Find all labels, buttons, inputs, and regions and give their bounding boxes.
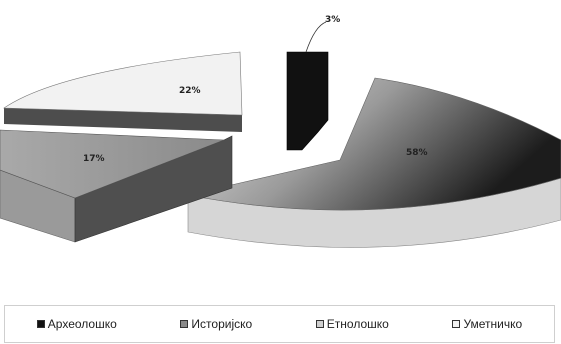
legend-label-arheolosko: Археолошко	[47, 317, 117, 331]
pie-slice-istorijsko-top	[0, 129, 225, 199]
pie-slice-umetnicko	[3, 51, 243, 132]
pie-slice-umetnicko-side	[4, 108, 242, 132]
pie-slice-istorijsko	[0, 129, 233, 243]
pie-slice-arheolosko	[286, 51, 329, 151]
pie-slice-umetnicko-top	[3, 51, 243, 116]
legend-label-umetnicko: Уметничко	[463, 317, 523, 331]
legend-label-etnolosko: Етнолошко	[326, 317, 389, 331]
legend-item-istorijsko: Историјско	[180, 317, 252, 331]
data-label-istorijsko: 17%	[83, 154, 105, 164]
legend-item-umetnicko: Уметничко	[452, 317, 522, 331]
legend-swatch-istorijsko	[180, 320, 189, 328]
legend-swatch-arheolosko	[36, 320, 45, 328]
data-label-etnolosko: 58%	[406, 148, 428, 158]
chart-legend: Археолошко Историјско Етнолошко Уметничк…	[4, 305, 555, 343]
legend-item-etnolosko: Етнолошко	[315, 317, 389, 331]
data-label-arheolosko: 3%	[325, 15, 340, 25]
pie-slice-arheolosko-top	[286, 51, 329, 151]
data-label-umetnicko: 22%	[179, 86, 201, 96]
legend-swatch-etnolosko	[315, 320, 324, 328]
legend-label-istorijsko: Историјско	[191, 317, 253, 331]
pie-slice-etnolosko	[187, 77, 561, 248]
pie-slice-etnolosko-top	[187, 77, 561, 211]
legend-item-arheolosko: Археолошко	[36, 317, 117, 331]
legend-swatch-umetnicko	[452, 320, 461, 328]
leader-line-3	[305, 21, 327, 53]
